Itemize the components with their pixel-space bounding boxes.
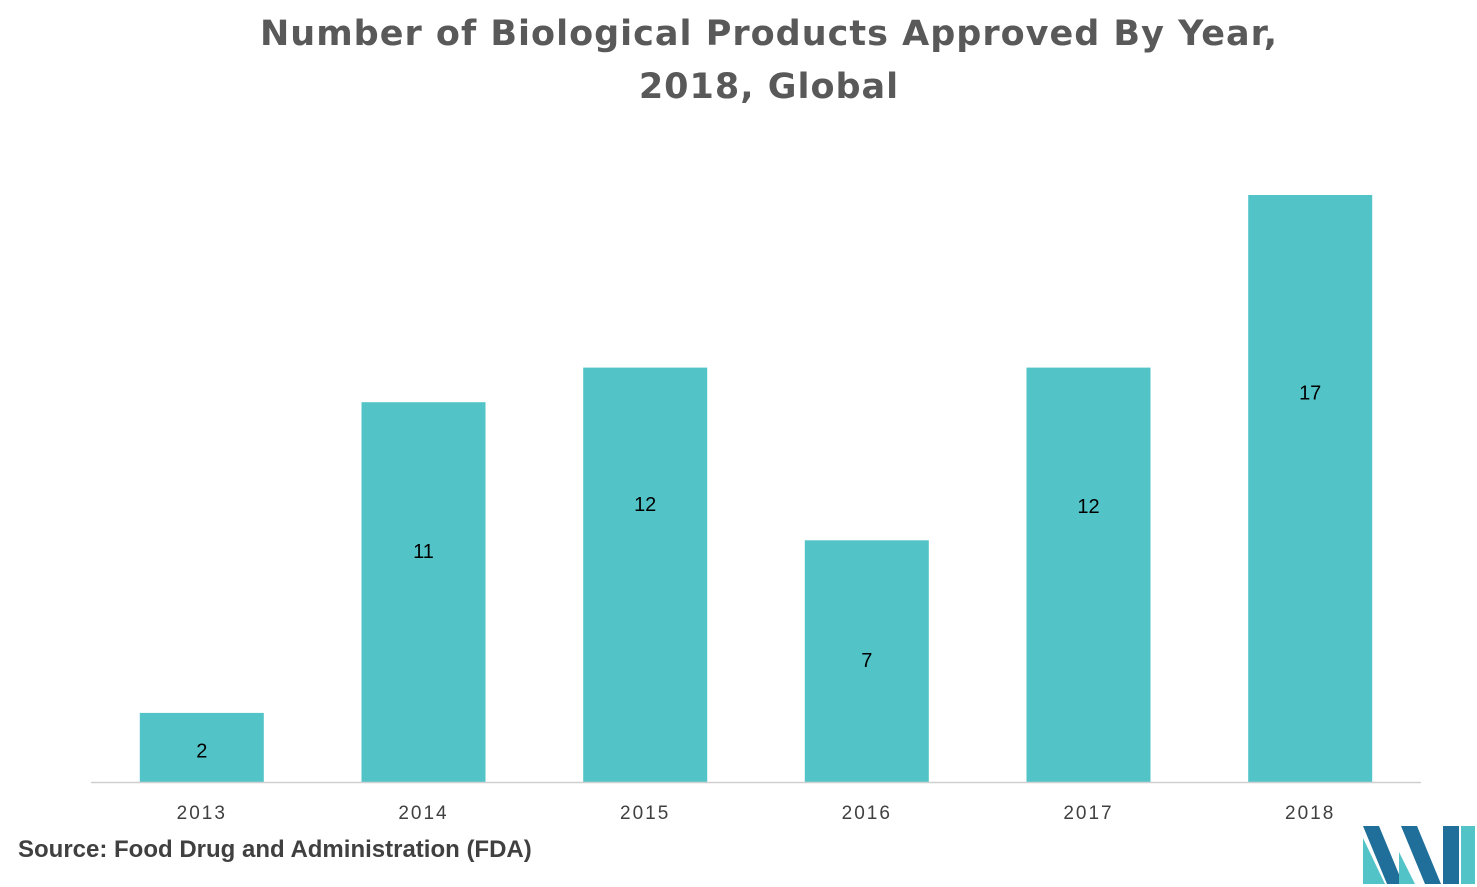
bar-2016 <box>804 540 929 782</box>
logo-middle-stroke <box>1401 826 1441 884</box>
chart-title: Number of Biological Products Approved B… <box>0 8 1477 114</box>
bar-2018 <box>1248 195 1373 782</box>
x-tick-label-2013: 2013 <box>177 803 227 824</box>
logo-left-fill <box>1363 838 1385 884</box>
chart-title-line-1: Number of Biological Products Approved B… <box>259 14 1279 54</box>
data-label-2014: 11 <box>413 541 434 563</box>
logo-left-stroke <box>1363 826 1403 884</box>
data-label-2013: 2 <box>196 741 207 763</box>
bar-2013 <box>139 712 264 782</box>
x-tick-label-2016: 2016 <box>842 803 892 824</box>
source-note: Source: Food Drug and Administration (FD… <box>18 836 532 863</box>
x-tick-label-2015: 2015 <box>620 803 670 824</box>
data-label-2015: 12 <box>634 494 656 516</box>
x-tick-label-2017: 2017 <box>1063 803 1113 824</box>
bar-2015 <box>583 367 708 782</box>
logo-right-fill <box>1461 826 1475 884</box>
bar-2014 <box>361 402 486 782</box>
data-label-2018: 17 <box>1299 383 1321 405</box>
bar-2017 <box>1026 367 1151 782</box>
data-label-2016: 7 <box>861 650 872 672</box>
logo-middle-fill <box>1399 852 1415 884</box>
data-label-2017: 12 <box>1077 496 1099 518</box>
x-tick-label-2014: 2014 <box>398 803 448 824</box>
mordor-intelligence-logo-icon <box>1363 826 1475 884</box>
x-tick-label-2018: 2018 <box>1285 803 1335 824</box>
logo-right-bar <box>1443 826 1459 884</box>
chart-title-line-2: 2018, Global <box>638 67 900 107</box>
